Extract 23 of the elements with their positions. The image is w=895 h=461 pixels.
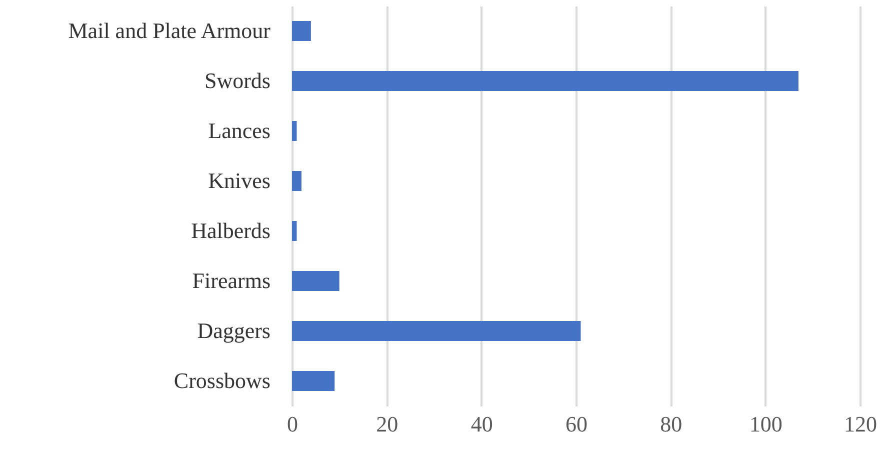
x-tick-label: 0: [287, 412, 298, 436]
y-tick-label: Knives: [208, 168, 270, 193]
y-tick-label: Firearms: [192, 268, 270, 293]
bar: [292, 21, 311, 41]
y-tick-label: Mail and Plate Armour: [68, 18, 272, 43]
bar: [292, 71, 798, 91]
y-tick-label: Halberds: [191, 218, 270, 243]
x-tick-label: 120: [844, 412, 877, 436]
bar: [292, 121, 297, 141]
x-tick-label: 40: [470, 412, 493, 436]
bar: [292, 171, 302, 191]
y-tick-label: Daggers: [197, 318, 270, 343]
x-tick-label: 100: [749, 412, 782, 436]
bar: [292, 371, 335, 391]
x-tick-label: 80: [660, 412, 682, 436]
y-tick-label: Lances: [208, 118, 270, 143]
x-tick-label: 60: [566, 412, 588, 436]
x-tick-label: 20: [376, 412, 398, 436]
y-tick-label: Crossbows: [174, 368, 270, 393]
y-tick-label: Swords: [204, 68, 270, 93]
bar: [292, 221, 297, 241]
bar: [292, 321, 581, 341]
bar: [292, 271, 340, 291]
